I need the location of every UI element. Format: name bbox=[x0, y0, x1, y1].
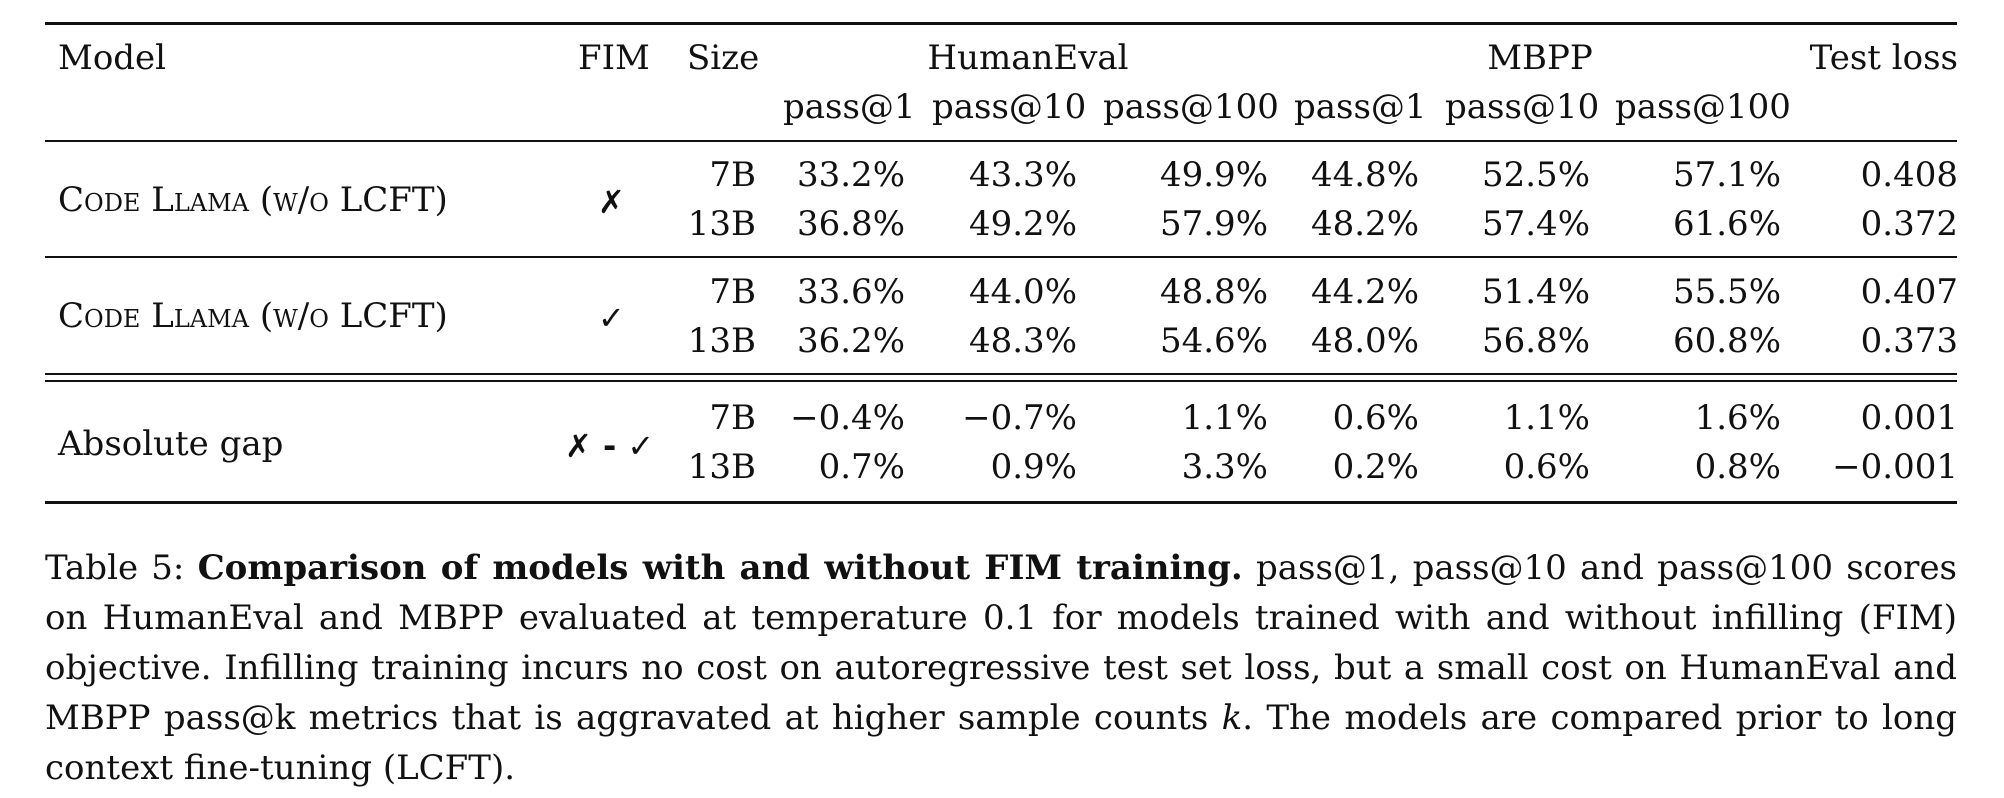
value-cell: 48.0% bbox=[1310, 321, 1419, 361]
size-cell: 13B bbox=[687, 321, 756, 361]
value-cell: 49.9% bbox=[1159, 155, 1268, 195]
value-cell: 61.6% bbox=[1672, 204, 1781, 244]
header-mb-pass1: pass@1 bbox=[1294, 87, 1427, 127]
header-he-pass10: pass@10 bbox=[932, 87, 1087, 127]
value-cell: 0.408 bbox=[1860, 155, 1958, 195]
value-cell: 36.2% bbox=[796, 321, 905, 361]
value-cell: 0.373 bbox=[1860, 321, 1958, 361]
value-cell: 0.7% bbox=[818, 447, 905, 487]
header-mb-pass100: pass@100 bbox=[1615, 87, 1791, 127]
value-cell: 56.8% bbox=[1481, 321, 1590, 361]
value-cell: 60.8% bbox=[1672, 321, 1781, 361]
header-model: Model bbox=[58, 38, 167, 78]
value-cell: 1.1% bbox=[1181, 398, 1268, 438]
caption-body: pass@1, pass@10 and pass@100 scores on H… bbox=[45, 548, 1958, 738]
header-he-pass100: pass@100 bbox=[1103, 87, 1279, 127]
model-name: Absolute gap bbox=[58, 424, 284, 464]
header-rule bbox=[45, 140, 1957, 142]
header-fim: FIM bbox=[578, 38, 650, 78]
value-cell: 44.8% bbox=[1310, 155, 1419, 195]
value-cell: −0.001 bbox=[1832, 447, 1958, 487]
size-cell: 7B bbox=[709, 272, 756, 312]
header-mbpp: MBPP bbox=[1487, 38, 1593, 78]
header-test-loss: Test loss bbox=[1809, 38, 1958, 78]
value-cell: 57.4% bbox=[1481, 204, 1590, 244]
value-cell: 0.407 bbox=[1860, 272, 1958, 312]
caption-body-end: . The models are compared prior to long … bbox=[45, 698, 1957, 788]
table-top-rule bbox=[45, 22, 1957, 25]
value-cell: 51.4% bbox=[1481, 272, 1590, 312]
value-cell: 3.3% bbox=[1181, 447, 1268, 487]
header-humaneval: HumanEval bbox=[927, 38, 1129, 78]
value-cell: 48.3% bbox=[968, 321, 1077, 361]
group-rule bbox=[45, 256, 1957, 258]
value-cell: 0.2% bbox=[1332, 447, 1419, 487]
value-cell: 0.9% bbox=[990, 447, 1077, 487]
double-rule-top bbox=[45, 373, 1957, 375]
check-icon: ✓ bbox=[598, 299, 625, 337]
value-cell: 57.1% bbox=[1672, 155, 1781, 195]
cross-icon: ✗ bbox=[598, 183, 625, 221]
value-cell: 33.6% bbox=[796, 272, 905, 312]
value-cell: 54.6% bbox=[1159, 321, 1268, 361]
value-cell: 33.2% bbox=[796, 155, 905, 195]
double-rule-bottom bbox=[45, 380, 1957, 382]
value-cell: −0.4% bbox=[790, 398, 905, 438]
header-he-pass1: pass@1 bbox=[783, 87, 916, 127]
value-cell: 1.1% bbox=[1503, 398, 1590, 438]
size-cell: 13B bbox=[687, 204, 756, 244]
value-cell: 44.2% bbox=[1310, 272, 1419, 312]
value-cell: 48.8% bbox=[1159, 272, 1268, 312]
value-cell: 0.001 bbox=[1860, 398, 1958, 438]
table-bottom-rule bbox=[45, 501, 1957, 504]
value-cell: 49.2% bbox=[968, 204, 1077, 244]
value-cell: 1.6% bbox=[1694, 398, 1781, 438]
value-cell: 57.9% bbox=[1159, 204, 1268, 244]
header-size: Size bbox=[687, 38, 760, 78]
model-name: Code Llama (w/o LCFT) bbox=[58, 180, 448, 220]
cross-minus-check-icon: ✗ - ✓ bbox=[565, 427, 655, 465]
caption-title: Comparison of models with and without FI… bbox=[197, 548, 1243, 588]
size-cell: 7B bbox=[709, 398, 756, 438]
value-cell: 48.2% bbox=[1310, 204, 1419, 244]
size-cell: 7B bbox=[709, 155, 756, 195]
value-cell: 0.372 bbox=[1860, 204, 1958, 244]
value-cell: 43.3% bbox=[968, 155, 1077, 195]
caption-label: Table 5: bbox=[45, 548, 185, 588]
value-cell: 0.6% bbox=[1332, 398, 1419, 438]
value-cell: 55.5% bbox=[1672, 272, 1781, 312]
value-cell: 36.8% bbox=[796, 204, 905, 244]
model-name: Code Llama (w/o LCFT) bbox=[58, 296, 448, 336]
value-cell: 52.5% bbox=[1481, 155, 1590, 195]
size-cell: 13B bbox=[687, 447, 756, 487]
table-caption: Table 5: Comparison of models with and w… bbox=[45, 543, 1957, 793]
value-cell: 0.8% bbox=[1694, 447, 1781, 487]
caption-k: k bbox=[1221, 698, 1243, 738]
value-cell: 0.6% bbox=[1503, 447, 1590, 487]
header-mb-pass10: pass@10 bbox=[1445, 87, 1600, 127]
value-cell: −0.7% bbox=[962, 398, 1077, 438]
value-cell: 44.0% bbox=[968, 272, 1077, 312]
